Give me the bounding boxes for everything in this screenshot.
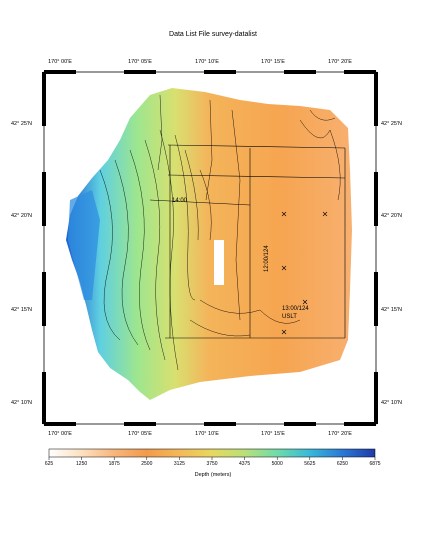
colorbar-tick-label: 1875 [108, 461, 120, 467]
lat-label-right-2: 42° 15'N [381, 307, 402, 313]
lat-label-left-2: 42° 15'N [11, 307, 32, 313]
colorbar-tick-label: 4375 [239, 461, 251, 467]
track-label-1200: 12:00/124 [264, 245, 270, 272]
lon-label-bottom-4: 170° 20'E [328, 431, 352, 437]
lon-label-bottom-3: 170° 15'E [261, 431, 285, 437]
deep-fringe [68, 190, 100, 300]
colorbar-tick-label: 6875 [369, 461, 381, 467]
lon-label-bottom-2: 170° 10'E [195, 431, 219, 437]
depth-contours [99, 94, 341, 371]
colorbar-tick-label: 6250 [336, 461, 348, 467]
colorbar-tick-label: 3750 [206, 461, 218, 467]
track-label-1400: 14:00 [172, 198, 188, 204]
lon-label-top-4: 170° 20'E [328, 59, 352, 65]
colorbar-tick-label: 625 [44, 461, 54, 467]
colorbar-tick-label: 5000 [271, 461, 283, 467]
lon-label-top-1: 170° 05'E [128, 59, 152, 65]
lon-label-top-3: 170° 15'E [261, 59, 285, 65]
lon-label-bottom-0: 170° 00'E [48, 431, 72, 437]
track-markers [281, 211, 328, 335]
lon-label-top-0: 170° 00'E [48, 59, 72, 65]
map-title: Data List File survey-datalist [169, 31, 257, 38]
colorbar [48, 448, 376, 458]
lat-label-left-0: 42° 25'N [11, 121, 32, 127]
colorbar-tick-label: 1250 [76, 461, 88, 467]
lat-label-left-1: 42° 20'N [11, 213, 32, 219]
ship-tracks [149, 144, 346, 339]
colorbar-tick-label: 3125 [173, 461, 185, 467]
colorbar-tick-label: 5625 [304, 461, 316, 467]
lon-label-top-2: 170° 10'E [195, 59, 219, 65]
lat-label-right-3: 42° 10'N [381, 400, 402, 406]
colorbar-tick-label: 2500 [141, 461, 153, 467]
colorbar-title: Depth (meters) [194, 472, 232, 478]
lat-label-right-0: 42° 25'N [381, 121, 402, 127]
nodata-gap [214, 240, 224, 285]
frame-border-bars [42, 70, 378, 426]
track-label-1300: 13:00/124 [282, 306, 309, 312]
track-label-uslt: USLT [282, 314, 297, 320]
lat-label-right-1: 42° 20'N [381, 213, 402, 219]
lon-label-bottom-1: 170° 05'E [128, 431, 152, 437]
lat-label-left-3: 42° 10'N [11, 400, 32, 406]
colorbar-ticks [48, 457, 376, 460]
bathymetry-coverage [66, 88, 352, 400]
